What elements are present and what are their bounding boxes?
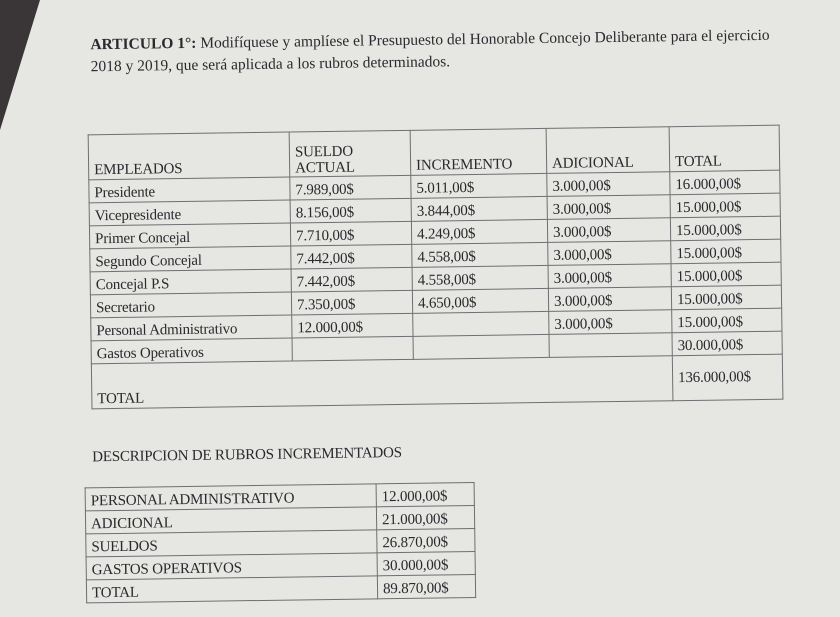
amount-cell: 12.000,00$ xyxy=(376,482,475,507)
total-row: TOTAL 136.000,00$ xyxy=(91,354,783,409)
employee-cell: Primer Concejal xyxy=(89,223,291,249)
additional-cell: 3.000,00$ xyxy=(548,286,672,312)
employee-cell: Gastos Operativos xyxy=(91,338,293,364)
rubro-cell: TOTAL xyxy=(86,575,378,603)
article-lead: ARTICULO 1°: xyxy=(90,34,197,54)
article-paragraph: ARTICULO 1°: Modifíquese y amplíese el P… xyxy=(90,25,791,79)
amount-cell: 21.000,00$ xyxy=(376,505,475,530)
salary-cell: 7.350,00$ xyxy=(291,290,413,316)
total-cell: 15.000,00$ xyxy=(670,193,781,218)
total-cell: 16.000,00$ xyxy=(669,170,781,195)
header-empleados: EMPLEADOS xyxy=(88,132,290,180)
header-incremento: INCREMENTO xyxy=(410,128,547,176)
additional-cell xyxy=(548,332,673,358)
increment-cell xyxy=(413,334,550,360)
employee-cell: Concejal P.S xyxy=(90,269,292,295)
budget-table: EMPLEADOS SUELDO ACTUAL INCREMENTO ADICI… xyxy=(88,125,784,410)
employee-cell: Secretario xyxy=(90,292,292,318)
header-adicional: ADICIONAL xyxy=(546,126,670,174)
additional-cell: 3.000,00$ xyxy=(547,194,671,220)
additional-cell: 3.000,00$ xyxy=(546,171,671,197)
total-cell: 15.000,00$ xyxy=(671,285,782,310)
amount-cell: 30.000,00$ xyxy=(377,551,476,576)
employee-cell: Presidente xyxy=(88,177,291,203)
header-total: TOTAL xyxy=(669,125,780,172)
amount-cell: 89.870,00$ xyxy=(377,574,476,599)
increment-cell xyxy=(412,311,549,337)
salary-cell: 7.989,00$ xyxy=(289,175,412,201)
additional-cell: 3.000,00$ xyxy=(547,217,671,243)
header-sueldo-actual: SUELDO ACTUAL xyxy=(289,130,411,178)
total-cell: 15.000,00$ xyxy=(671,262,782,287)
salary-cell: 7.442,00$ xyxy=(290,244,413,270)
total-cell: 15.000,00$ xyxy=(671,308,782,333)
employee-cell: Personal Administrativo xyxy=(90,315,293,341)
total-cell: 30.000,00$ xyxy=(671,331,783,356)
description-heading: DESCRIPCION DE RUBROS INCREMENTADOS xyxy=(92,444,403,466)
salary-cell: 8.156,00$ xyxy=(290,198,412,224)
increment-cell: 4.558,00$ xyxy=(412,265,549,291)
total-value: 136.000,00$ xyxy=(672,354,783,401)
amount-cell: 26.870,00$ xyxy=(376,528,476,553)
increment-cell: 5.011,00$ xyxy=(410,173,548,199)
salary-cell xyxy=(292,336,414,362)
employee-cell: Vicepresidente xyxy=(89,200,291,226)
total-cell: 15.000,00$ xyxy=(670,239,782,264)
photo-background-corner xyxy=(0,0,40,130)
increment-cell: 3.844,00$ xyxy=(411,196,548,222)
salary-cell: 7.442,00$ xyxy=(291,267,413,293)
salary-cell: 12.000,00$ xyxy=(291,313,414,339)
additional-cell: 3.000,00$ xyxy=(547,240,672,266)
total-label: TOTAL xyxy=(91,355,673,409)
additional-cell: 3.000,00$ xyxy=(548,309,672,335)
increment-cell: 4.558,00$ xyxy=(411,242,549,268)
increment-cell: 4.249,00$ xyxy=(411,219,548,245)
salary-cell: 7.710,00$ xyxy=(290,221,412,247)
employee-cell: Segundo Concejal xyxy=(89,246,292,272)
increment-cell: 4.650,00$ xyxy=(412,288,549,314)
description-row: TOTAL 89.870,00$ xyxy=(86,574,476,603)
description-table: PERSONAL ADMINISTRATIVO 12.000,00$ ADICION… xyxy=(85,482,477,603)
total-cell: 15.000,00$ xyxy=(670,216,781,241)
additional-cell: 3.000,00$ xyxy=(548,263,672,289)
